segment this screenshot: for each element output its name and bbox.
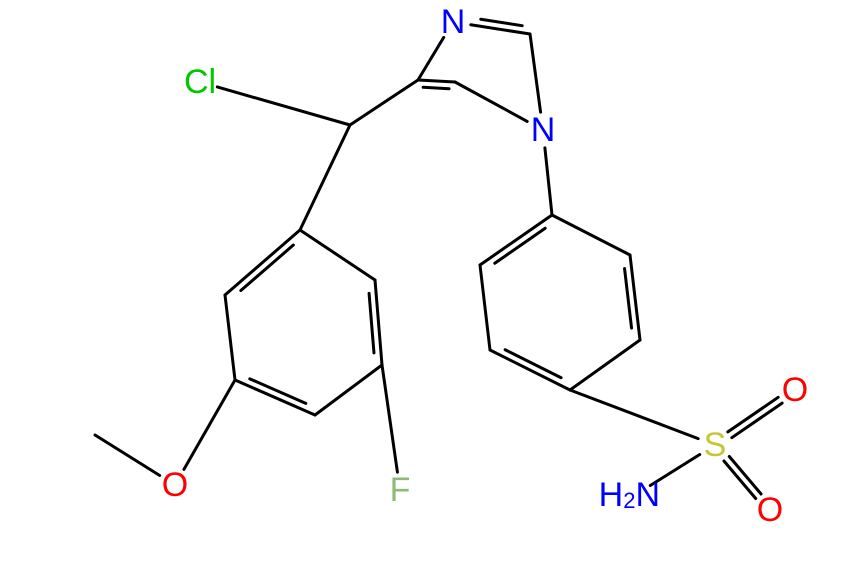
atom-n: N bbox=[441, 3, 466, 41]
bond-double bbox=[375, 280, 382, 365]
bond-double bbox=[490, 350, 570, 390]
atom-o: O bbox=[757, 491, 783, 529]
bond-single bbox=[350, 80, 418, 125]
atom-n: N bbox=[531, 111, 556, 149]
bond-double-inner bbox=[423, 87, 449, 88]
molecule-canvas: SOOH2NNNClFO bbox=[0, 0, 852, 582]
bond-double bbox=[235, 380, 315, 415]
bond-single bbox=[184, 380, 235, 469]
atom-n: H2N bbox=[599, 476, 660, 514]
bond-single bbox=[545, 148, 552, 215]
bond-single bbox=[418, 37, 444, 80]
atom-cl: Cl bbox=[184, 63, 216, 101]
bond-double-inner bbox=[241, 245, 293, 291]
bond-double-inner bbox=[505, 350, 561, 378]
bond-single bbox=[382, 365, 397, 472]
bond-single bbox=[95, 435, 160, 475]
bond-single bbox=[455, 82, 527, 121]
bond-single bbox=[300, 125, 350, 230]
bond-single bbox=[480, 265, 490, 350]
bond-single bbox=[530, 34, 541, 112]
bond-single bbox=[570, 340, 640, 390]
bond-double bbox=[225, 230, 300, 295]
atom-o: O bbox=[162, 466, 188, 504]
bond-double-inner bbox=[625, 269, 632, 329]
bond-single bbox=[300, 230, 375, 280]
bond-single bbox=[552, 215, 630, 255]
bond-single bbox=[315, 365, 382, 415]
bond-double-inner bbox=[481, 19, 522, 25]
bond-single bbox=[225, 295, 235, 380]
atom-s: S bbox=[704, 426, 727, 464]
bond-double bbox=[480, 215, 552, 265]
bond-double bbox=[728, 397, 778, 432]
bond-double bbox=[732, 403, 782, 438]
bond-double bbox=[418, 80, 455, 82]
bond-double-inner bbox=[369, 293, 374, 353]
atom-o: O bbox=[782, 371, 808, 409]
bond-double-inner bbox=[495, 228, 545, 263]
bond-single bbox=[570, 390, 698, 439]
bond-single bbox=[217, 87, 350, 125]
atom-f: F bbox=[390, 471, 411, 509]
